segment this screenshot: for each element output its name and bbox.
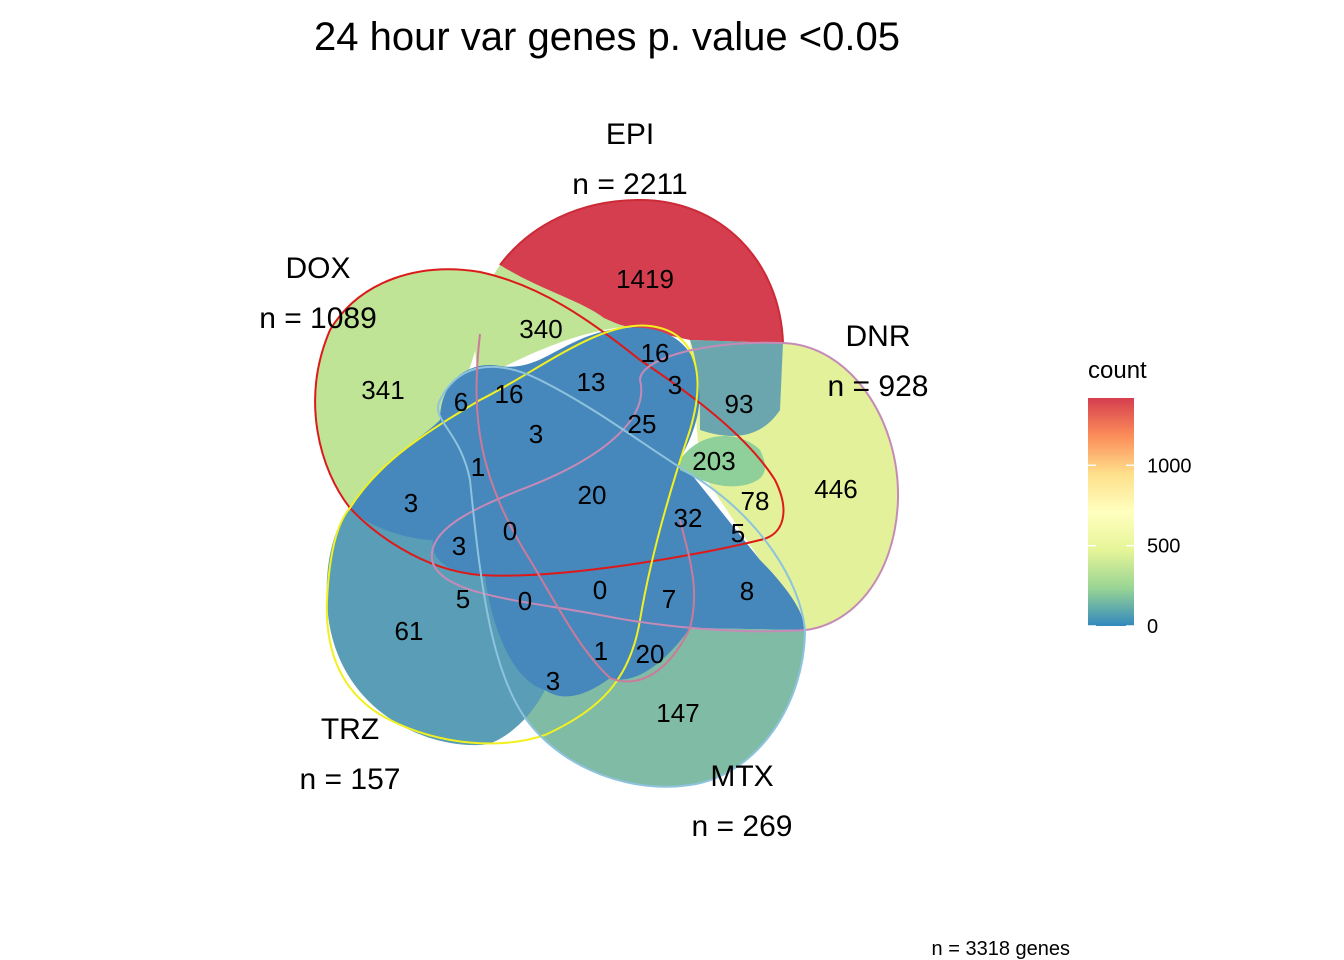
region-count-r-3d: 3	[452, 531, 466, 561]
legend-ticks: 0 500 1000	[1088, 455, 1192, 638]
region-count-r-0b: 0	[593, 575, 607, 605]
set-count-epi: n = 2211	[572, 168, 687, 201]
outline-mtx	[437, 365, 807, 788]
legend: count 0 500 1000	[1088, 357, 1192, 638]
region-count-r-25: 25	[628, 409, 657, 439]
set-count-dnr: n = 928	[828, 370, 929, 403]
set-count-trz: n = 157	[300, 763, 401, 796]
legend-tick-label: 1000	[1147, 455, 1192, 477]
core-overlap-shape	[350, 327, 805, 697]
set-label-dnr: DNR	[846, 320, 911, 353]
region-count-epi-dnr: 93	[725, 389, 754, 419]
region-count-r-16a: 16	[641, 338, 670, 368]
region-count-r-0c: 0	[518, 586, 532, 616]
outline-epi	[499, 198, 784, 344]
region-count-dnr-only: 446	[814, 474, 857, 504]
region-count-dox-epi: 340	[519, 314, 562, 344]
region-count-dox-only: 341	[361, 375, 404, 405]
region-count-r-3c: 3	[404, 488, 418, 518]
legend-tick-label: 0	[1147, 616, 1158, 638]
outline-trz	[325, 324, 699, 745]
region-count-r-3b: 3	[529, 419, 543, 449]
set-shapes	[315, 200, 899, 787]
legend-title: count	[1088, 357, 1147, 384]
region-count-trz-only: 61	[395, 616, 424, 646]
region-count-r-5a: 5	[731, 518, 745, 548]
region-count-r-6: 6	[454, 387, 468, 417]
region-count-all: 20	[578, 480, 607, 510]
region-count-dnr-dox: 78	[741, 486, 770, 516]
outline-epi-inner	[475, 333, 696, 683]
set-label-trz: TRZ	[321, 713, 379, 746]
legend-tick-label: 500	[1147, 536, 1180, 558]
chart-title: 24 hour var genes p. value <0.05	[314, 15, 900, 59]
set-count-dox: n = 1089	[259, 302, 377, 335]
set-labels: EPI n = 2211 DNR n = 928 MTX n = 269 TRZ n = 15…	[259, 118, 928, 843]
set-label-mtx: MTX	[710, 760, 773, 793]
region-count-r-1a: 1	[471, 452, 485, 482]
region-count-r-5b: 5	[456, 584, 470, 614]
set-trz-shape	[326, 508, 545, 746]
set-outlines	[314, 198, 900, 788]
region-count-r-20b: 20	[636, 639, 665, 669]
region-count-r-32: 32	[674, 503, 703, 533]
region-dox-epi-shape	[475, 265, 640, 378]
region-count-r-7: 7	[662, 584, 676, 614]
region-count-r-3e: 3	[546, 666, 560, 696]
set-dox-shape	[315, 265, 504, 508]
region-count-r-0a: 0	[503, 516, 517, 546]
region-93-shape	[690, 340, 783, 436]
region-count-mtx-only: 147	[656, 698, 699, 728]
region-count-r-13: 13	[577, 367, 606, 397]
region-count-r-16b: 16	[495, 379, 524, 409]
region-count-epi-dnr-dox: 203	[692, 446, 735, 476]
footer-caption: n = 3318 genes	[932, 938, 1070, 960]
legend-colorbar	[1088, 398, 1134, 626]
region-count-r-3a: 3	[668, 370, 682, 400]
region-203-shape	[680, 436, 765, 487]
set-count-mtx: n = 269	[692, 810, 793, 843]
set-label-epi: EPI	[606, 118, 654, 151]
set-label-dox: DOX	[285, 252, 350, 285]
outline-dox	[314, 268, 785, 577]
region-count-r-8: 8	[740, 576, 754, 606]
region-count-epi-only: 1419	[616, 264, 674, 294]
region-count-r-1b: 1	[594, 636, 608, 666]
outline-dnr	[430, 341, 900, 633]
